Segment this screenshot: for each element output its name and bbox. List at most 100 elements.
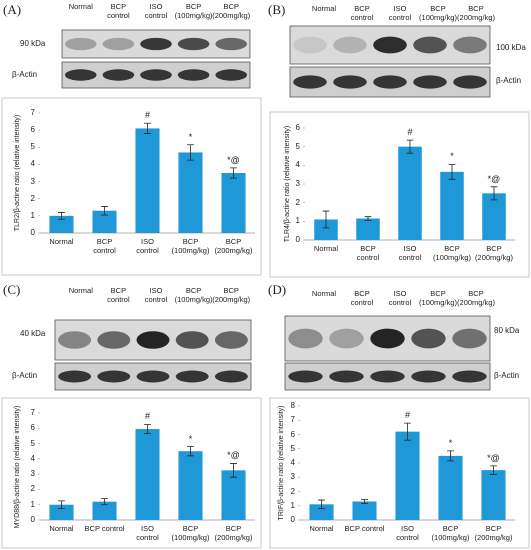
x-tick-label: ISO control (396, 524, 419, 542)
y-tick-label: 0 (30, 227, 35, 237)
error-bar (490, 186, 498, 201)
y-tick-label: 1 (290, 500, 295, 510)
x-tick-label: BCP (100mg/kg) (171, 524, 210, 542)
blot-band (140, 37, 172, 51)
y-axis-label: TRIF/β-actine ratio (relative intensity) (278, 405, 285, 521)
blot-band (177, 37, 210, 51)
lane-label: BCP (200mg/kg) (457, 289, 495, 307)
blot-band (413, 36, 447, 54)
error-bar (404, 422, 411, 441)
significance-mark: * (448, 437, 453, 448)
blot-band (452, 328, 487, 349)
error-bar (187, 144, 194, 161)
blot-band (136, 370, 170, 383)
blot-band (329, 370, 364, 383)
blot-band (215, 37, 247, 51)
x-tick-label: Normal (313, 244, 339, 253)
bar (481, 470, 506, 520)
x-tick-label: ISO control (136, 237, 159, 255)
significance-mark: * (450, 151, 454, 162)
y-tick-label: 7 (290, 415, 295, 424)
y-tick-label: 4 (295, 160, 300, 170)
error-bar (361, 498, 368, 505)
chart-frame (1, 397, 262, 549)
lane-label: BCP (100mg/kg) (419, 4, 457, 22)
y-tick-label: 0 (290, 514, 295, 524)
y-tick-label: 6 (295, 122, 300, 132)
y-tick-label: 1 (295, 216, 300, 226)
blot-band (333, 36, 367, 54)
y-tick-label: 3 (30, 176, 35, 186)
y-tick-label: 2 (30, 484, 35, 494)
bar (49, 215, 74, 233)
lane-label: BCP (200mg/kg) (212, 2, 251, 20)
bar (440, 171, 464, 240)
lane-label: Normal (311, 4, 337, 13)
blot-band (102, 69, 135, 81)
x-tick-label: BCP control (84, 524, 125, 533)
bar (482, 193, 506, 240)
error-bar (144, 424, 151, 435)
blot-band (58, 331, 92, 349)
significance-mark: *@ (487, 173, 501, 184)
x-tick-label: Normal (49, 237, 74, 246)
lane-label: BCP (200mg/kg) (457, 4, 495, 22)
error-bar (447, 450, 454, 462)
bar (356, 218, 380, 240)
lane-label: ISO control (144, 2, 168, 20)
bar (178, 152, 203, 233)
x-tick-label: BCP (200mg/kg) (474, 524, 513, 542)
y-axis-label: TLR4/β-actine ratio (relative intensity) (284, 125, 291, 243)
blot-band (175, 331, 209, 349)
blot-band (333, 75, 367, 89)
blot-label: β-Actin (12, 70, 38, 79)
blot-label: 90 kDa (20, 39, 46, 48)
panel-label: (A) (3, 2, 22, 17)
blot-band (97, 370, 131, 383)
blot-band (65, 37, 97, 51)
blot-band (411, 370, 446, 383)
lane-label: Normal (68, 286, 93, 295)
error-bar (490, 465, 497, 475)
bar (309, 504, 334, 520)
significance-mark: # (404, 410, 411, 421)
blot-band (293, 75, 327, 89)
y-tick-label: 1 (30, 210, 35, 220)
y-tick-label: 1 (30, 499, 35, 509)
lane-label: ISO control (388, 289, 412, 307)
y-tick-label: 6 (30, 124, 35, 134)
bar (352, 501, 377, 520)
bar (221, 173, 246, 233)
error-bar (406, 139, 414, 154)
significance-mark: *@ (227, 450, 240, 461)
blot-band (413, 75, 447, 89)
blot-band (452, 370, 487, 383)
x-tick-label: BCP control (356, 244, 380, 262)
bar (135, 128, 160, 233)
bar (92, 501, 117, 520)
blot-band (453, 36, 487, 54)
blot-label: 100 kDa (496, 43, 526, 52)
blot-band (65, 69, 97, 81)
x-tick-label: ISO control (136, 524, 159, 542)
blot-band (214, 370, 248, 383)
error-bar (230, 167, 237, 179)
y-tick-label: 7 (30, 107, 35, 117)
y-tick-label: 5 (295, 141, 300, 151)
x-tick-label: BCP (200mg/kg) (214, 524, 253, 542)
bar (438, 455, 463, 520)
y-tick-label: 7 (30, 407, 35, 417)
error-bar (187, 446, 194, 457)
y-tick-label: 3 (30, 468, 35, 478)
blot-band (215, 69, 247, 81)
lane-label: BCP control (350, 289, 374, 307)
significance-mark: * (188, 433, 193, 444)
lane-label: BCP control (107, 2, 130, 20)
blot-label: β-Actin (494, 371, 520, 380)
x-tick-label: BCP (200mg/kg) (214, 237, 253, 255)
panel-label: (C) (3, 282, 21, 297)
bar (221, 470, 246, 520)
significance-mark: # (144, 110, 151, 121)
bar (395, 431, 420, 520)
